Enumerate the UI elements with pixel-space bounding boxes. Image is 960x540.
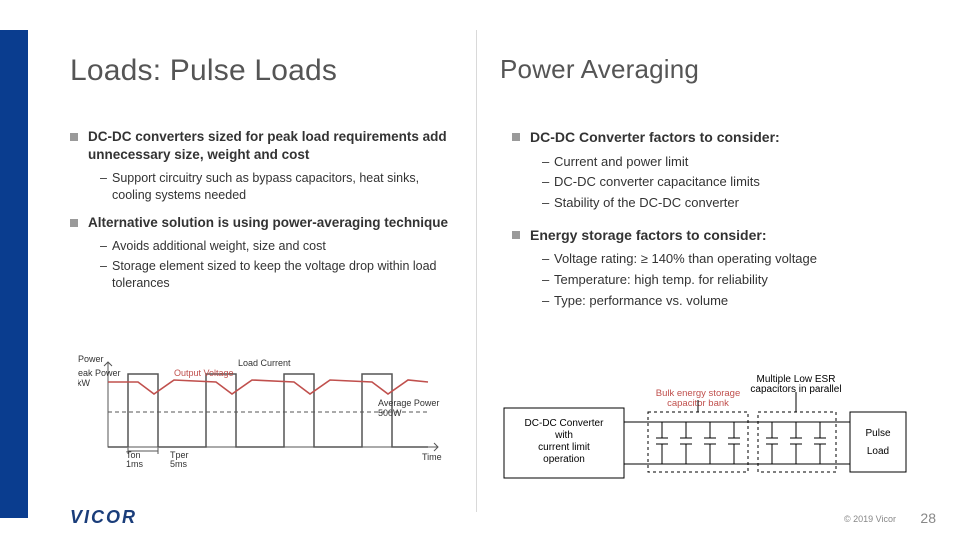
svg-text:Ton1ms: Ton1ms xyxy=(126,450,144,469)
right-bullet-0-sub-1: DC-DC converter capacitance limits xyxy=(542,173,912,191)
left-bullet-1-lead: Alternative solution is using power-aver… xyxy=(88,214,450,232)
svg-text:Multiple Low ESRcapacitors in: Multiple Low ESRcapacitors in parallel xyxy=(750,374,841,395)
left-bullet-0-lead: DC-DC converters sized for peak load req… xyxy=(88,128,450,164)
svg-text:Time: Time xyxy=(422,452,442,462)
left-bullet-1: Alternative solution is using power-aver… xyxy=(70,214,450,292)
esr-caps xyxy=(766,422,826,464)
right-bullet-1-sub-1: Temperature: high temp. for reliability xyxy=(542,271,912,289)
chart-power-label: Power xyxy=(78,354,104,364)
svg-text:Average Power500W: Average Power500W xyxy=(378,398,439,418)
title-right: Power Averaging xyxy=(500,54,699,85)
right-bullet-1-sub-0: Voltage rating: ≥ 140% than operating vo… xyxy=(542,250,912,268)
left-bullet-0-sub-0: Support circuitry such as bypass capacit… xyxy=(100,170,450,204)
left-bullet-0: DC-DC converters sized for peak load req… xyxy=(70,128,450,204)
chart-loadcurrent-label: Load Current xyxy=(238,358,291,368)
block-diagram: DC-DC Converterwithcurrent limitoperatio… xyxy=(500,368,920,498)
right-bullet-1: Energy storage factors to consider: Volt… xyxy=(512,226,912,310)
right-bullet-1-sub-2: Type: performance vs. volume xyxy=(542,292,912,310)
title-left: Loads: Pulse Loads xyxy=(70,54,337,88)
pulse-chart: Power Peak Power5kW Load Current Output … xyxy=(78,352,458,470)
right-column: DC-DC Converter factors to consider: Cur… xyxy=(512,128,912,323)
svg-text:Peak Power5kW: Peak Power5kW xyxy=(78,368,121,388)
right-bullet-0-sub-2: Stability of the DC-DC converter xyxy=(542,194,912,212)
copyright: © 2019 Vicor xyxy=(844,514,896,524)
chart-vout-label: Output Voltage xyxy=(174,368,234,378)
svg-text:Pulse: Pulse xyxy=(865,428,890,439)
right-bullet-0-sub-0: Current and power limit xyxy=(542,153,912,171)
column-divider xyxy=(476,30,477,512)
right-bullet-1-lead: Energy storage factors to consider: xyxy=(530,226,912,245)
accent-bar xyxy=(0,30,28,518)
left-bullet-1-sub-0: Avoids additional weight, size and cost xyxy=(100,238,450,255)
page-number: 28 xyxy=(920,510,936,526)
right-bullet-0-lead: DC-DC Converter factors to consider: xyxy=(530,128,912,147)
svg-text:Tper5ms: Tper5ms xyxy=(170,450,189,469)
svg-text:Load: Load xyxy=(867,446,889,457)
bulk-caps xyxy=(656,422,740,464)
vicor-logo: VICOR xyxy=(70,507,137,528)
left-bullet-1-sub-1: Storage element sized to keep the voltag… xyxy=(100,258,450,292)
left-column: DC-DC converters sized for peak load req… xyxy=(70,128,450,302)
right-bullet-0: DC-DC Converter factors to consider: Cur… xyxy=(512,128,912,212)
